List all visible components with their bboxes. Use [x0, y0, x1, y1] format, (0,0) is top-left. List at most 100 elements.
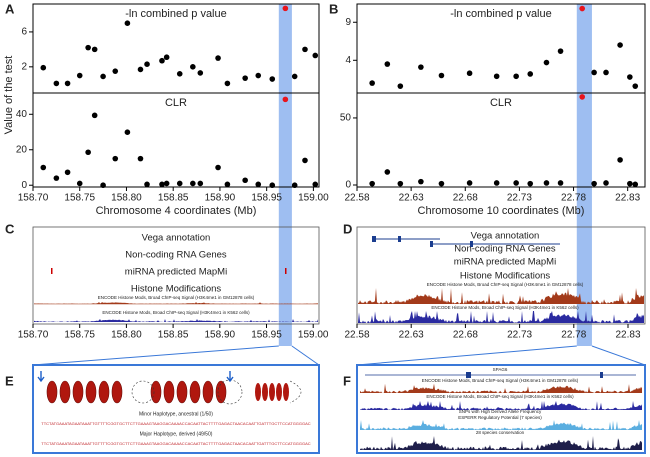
base-pair	[215, 380, 227, 404]
panel-label: B	[329, 1, 338, 16]
track-label: Vega annotation	[471, 231, 540, 242]
data-point	[438, 72, 445, 79]
track-label: SNPs with High Derived Allele Frequency	[459, 409, 542, 414]
data-point	[242, 75, 248, 81]
base-pair	[189, 380, 201, 404]
signal-track	[358, 288, 644, 304]
signal-track	[34, 319, 318, 322]
x-tick-label: 158.95	[251, 193, 282, 204]
data-point	[224, 181, 231, 188]
data-point	[369, 80, 375, 86]
data-point	[493, 180, 500, 186]
x-tick-label: 22.68	[453, 193, 478, 204]
data-point	[527, 180, 534, 187]
y-tick-label: 0	[345, 180, 351, 191]
x-tick-label: 158.70	[18, 193, 49, 204]
y-tick-label: 0	[21, 180, 27, 191]
data-point	[215, 55, 221, 61]
data-point	[632, 83, 639, 89]
data-point	[76, 180, 83, 187]
haplotype-label: Major Haplotype, derived (49/50)	[140, 431, 213, 437]
y-axis-label: Value of the test	[3, 56, 15, 135]
sequence: TTCTATGAAATAGAATAAATTGTTTTCGGTGCTTCTTGAA…	[41, 441, 311, 446]
y-tick-label: 6	[21, 27, 27, 38]
data-point	[302, 46, 308, 53]
x-tick-label: 158.90	[205, 193, 236, 204]
data-point	[513, 180, 519, 186]
data-point	[224, 80, 231, 87]
data-point	[255, 72, 262, 79]
data-point	[282, 96, 289, 103]
y-tick-label: 4	[345, 55, 351, 66]
highlight-band	[278, 4, 292, 93]
data-point	[418, 64, 424, 70]
data-point	[190, 180, 196, 187]
data-point	[527, 71, 534, 77]
y-tick-label: 40	[16, 109, 28, 120]
signal-track	[360, 420, 642, 430]
plot-title: -ln combined p value	[450, 8, 552, 20]
hairpin-structure	[46, 379, 302, 405]
base-pair	[163, 380, 175, 404]
x-tick-label: 158.75	[64, 193, 95, 204]
browser-tick-label: 22.83	[615, 330, 640, 341]
browser-tick-label: 158.75	[64, 330, 95, 341]
browser-tick-label: 158.80	[111, 330, 142, 341]
track-label: Histone Modifications	[460, 271, 551, 282]
data-point	[579, 5, 586, 12]
data-point	[493, 73, 500, 80]
data-point	[124, 20, 131, 26]
x-tick-label: 22.83	[615, 193, 640, 204]
data-point	[137, 155, 144, 162]
mirna-feature	[51, 268, 53, 274]
data-point	[269, 182, 276, 189]
browser-tick-label: 22.68	[453, 330, 478, 341]
data-point	[302, 157, 308, 164]
sequence: TTCTATGAAATAGAATAAATTGTTTTCGGTGCTTCTTGAA…	[41, 421, 311, 426]
data-point	[438, 180, 445, 187]
plot-frame	[356, 92, 646, 188]
mirna-feature	[285, 268, 287, 274]
browser-tick-label: 22.78	[561, 330, 586, 341]
data-point	[384, 169, 391, 175]
track-label: Non-coding RNA Genes	[125, 250, 227, 261]
plot-title: CLR	[165, 97, 187, 109]
browser-frame	[32, 226, 320, 325]
data-point	[513, 73, 519, 80]
loop	[131, 380, 155, 404]
x-axis-label: Chromosome 4 coordinates (Mb)	[96, 205, 257, 217]
data-point	[64, 169, 71, 176]
data-point	[76, 72, 83, 79]
data-point	[282, 5, 289, 12]
highlight-band	[278, 187, 292, 346]
exon	[466, 372, 471, 378]
arrow	[226, 371, 234, 383]
data-point	[53, 80, 60, 87]
track-label: 28 species conservation	[476, 430, 525, 435]
data-point	[397, 83, 404, 89]
data-point	[591, 180, 597, 187]
panel-label: D	[343, 221, 352, 236]
browser-tick-label: 158.95	[251, 330, 282, 341]
browser-tick-label: 158.70	[18, 330, 49, 341]
arrow	[37, 371, 45, 383]
track-label: Vega annotation	[142, 233, 211, 244]
exon	[398, 236, 401, 242]
exon	[470, 241, 473, 247]
x-tick-label: 159.00	[298, 193, 329, 204]
x-tick-label: 22.58	[344, 193, 369, 204]
panel-label: F	[343, 373, 351, 388]
data-point	[190, 64, 196, 70]
browser-frame	[356, 226, 646, 325]
data-point	[176, 71, 183, 77]
exon	[600, 372, 603, 378]
x-tick-label: 22.73	[507, 193, 532, 204]
plot-frame	[32, 92, 320, 188]
browser-tick-label: 158.85	[158, 330, 189, 341]
panel-label: A	[5, 1, 15, 16]
data-point	[466, 70, 473, 77]
data-point	[91, 112, 98, 119]
data-point	[557, 48, 564, 54]
data-point	[291, 73, 298, 80]
x-axis-label: Chromosome 10 coordinates (Mb)	[418, 205, 585, 217]
